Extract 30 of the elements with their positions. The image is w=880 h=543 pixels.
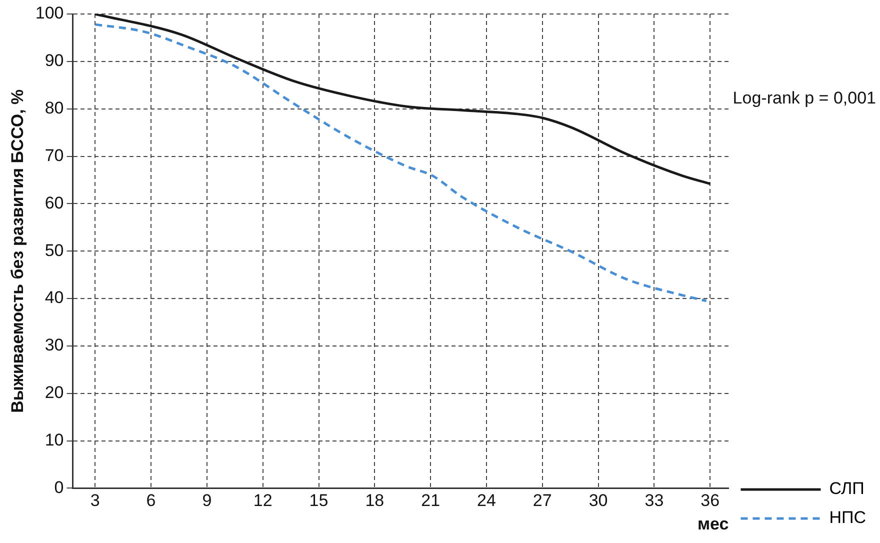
x-tick-label: 15 xyxy=(309,491,328,510)
y-tick-label: 50 xyxy=(44,240,64,260)
x-tick-label: 6 xyxy=(146,491,156,510)
x-tick-label: 3 xyxy=(90,491,100,510)
legend-label: СЛП xyxy=(829,479,864,498)
line-series xyxy=(94,23,708,302)
x-tick-label: 21 xyxy=(421,491,440,510)
y-tick-label: 70 xyxy=(44,146,64,165)
y-tick-label: 40 xyxy=(44,288,64,308)
x-tick-label: 9 xyxy=(202,491,212,510)
x-tick-label: 18 xyxy=(365,491,384,510)
y-tick-label: 80 xyxy=(44,98,64,118)
y-tick-label: 20 xyxy=(44,383,64,402)
x-tick-label: 24 xyxy=(477,491,496,510)
text: Log-rank p = 0,001 xyxy=(732,88,876,108)
x-tick-label: 36 xyxy=(700,491,720,510)
y-tick-label: 30 xyxy=(44,336,64,355)
y-tick-label: 10 xyxy=(44,430,64,450)
x-axis-title: мес xyxy=(697,514,729,534)
y-tick-label: 90 xyxy=(44,51,64,70)
line-series xyxy=(94,14,712,186)
y-tick-label: 0 xyxy=(54,478,64,497)
legend-label: НПС xyxy=(829,508,866,528)
y-axis-title: Выживаемость без развития БССО, % xyxy=(8,89,27,413)
x-tick-label: 27 xyxy=(532,491,552,510)
y-tick-label: 100 xyxy=(35,4,64,23)
x-tick-label: 12 xyxy=(253,491,272,510)
x-tick-label: 33 xyxy=(644,491,664,510)
x-tick-label: 30 xyxy=(588,491,608,510)
y-tick-label: 60 xyxy=(44,193,64,212)
